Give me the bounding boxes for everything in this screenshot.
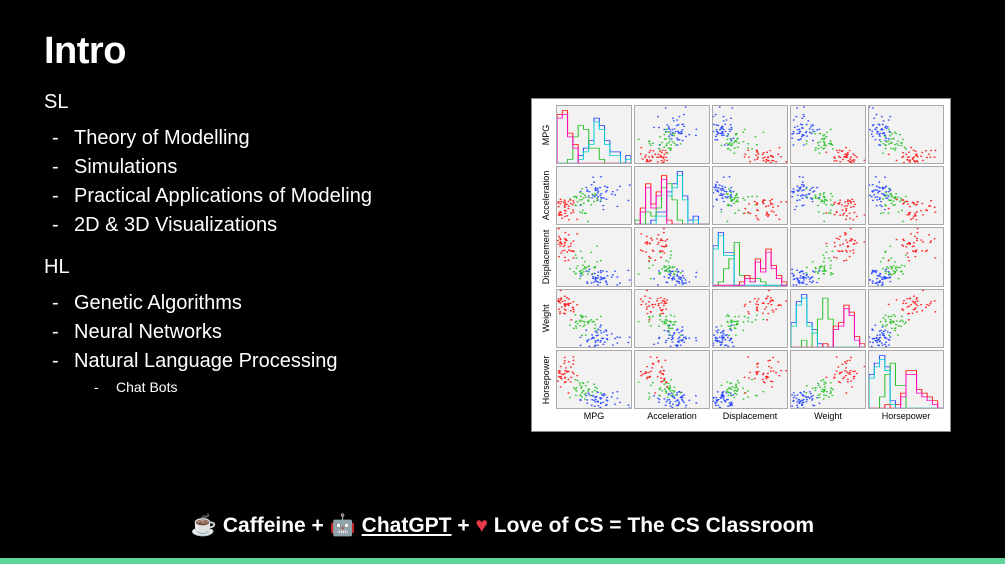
matrix-scatter-cell: 20004000 (790, 350, 866, 409)
robot-icon: 🤖 (330, 514, 356, 537)
matrix-col-label: MPG (556, 411, 632, 425)
matrix-diag-cell (634, 166, 710, 225)
slide-title: Intro (44, 30, 961, 73)
matrix-row-label: Horsepower (538, 350, 554, 409)
matrix-scatter-cell (868, 227, 944, 286)
matrix-diag-cell: 4020 (556, 105, 632, 164)
matrix-col-label: Displacement (712, 411, 788, 425)
footer-text: Caffeine + (223, 514, 330, 537)
list-item: Genetic Algorithms (74, 289, 524, 318)
list-item: Theory of Modelling (74, 124, 524, 153)
list-item: Practical Applications of Modeling (74, 182, 524, 211)
matrix-scatter-cell (634, 289, 710, 348)
matrix-scatter-cell (712, 105, 788, 164)
matrix-row-label: Weight (538, 289, 554, 348)
matrix-scatter-cell (868, 105, 944, 164)
coffee-icon: ☕ (191, 514, 217, 537)
matrix-scatter-cell: 400200 (556, 227, 632, 286)
matrix-scatter-cell: 1020 (634, 350, 710, 409)
heart-icon: ♥ (475, 514, 487, 537)
matrix-row-label: MPG (538, 105, 554, 164)
section-heading-sl: SL (44, 91, 524, 114)
matrix-scatter-cell: 40002000 (556, 289, 632, 348)
sub-list-item: Chat Bots (116, 376, 524, 398)
matrix-diag-cell (790, 289, 866, 348)
matrix-scatter-cell: 200400 (712, 350, 788, 409)
left-content: SL Theory of Modelling Simulations Pract… (44, 91, 524, 398)
sl-list: Theory of Modelling Simulations Practica… (44, 124, 524, 240)
list-item: Simulations (74, 153, 524, 182)
sub-list: Chat Bots (74, 376, 524, 398)
hl-list: Genetic Algorithms Neural Networks Natur… (44, 289, 524, 398)
matrix-scatter-cell (634, 105, 710, 164)
matrix-scatter-cell (790, 227, 866, 286)
matrix-col-label: Acceleration (634, 411, 710, 425)
footer-line: ☕ Caffeine + 🤖 ChatGPT + ♥ Love of CS = … (0, 514, 1005, 538)
footer-text: + (457, 514, 475, 537)
matrix-scatter-cell: 150100502040 (556, 350, 632, 409)
matrix-diag-cell: 50100150 (868, 350, 944, 409)
scatterplot-matrix-figure: MPG4020Acceleration2010Displacement40020… (531, 98, 951, 432)
matrix-scatter-cell (634, 227, 710, 286)
matrix-scatter-cell: 2010 (556, 166, 632, 225)
matrix-scatter-cell (790, 105, 866, 164)
section-heading-hl: HL (44, 256, 524, 279)
matrix-row-label: Displacement (538, 227, 554, 286)
matrix-scatter-cell (712, 289, 788, 348)
matrix-col-label: Weight (790, 411, 866, 425)
matrix-scatter-cell (712, 166, 788, 225)
slide: Intro SL Theory of Modelling Simulations… (0, 0, 1005, 564)
matrix-scatter-cell (868, 166, 944, 225)
matrix-diag-cell (712, 227, 788, 286)
matrix-col-label: Horsepower (868, 411, 944, 425)
accent-bar (0, 558, 1005, 564)
list-item: Natural Language Processing Chat Bots (74, 347, 524, 398)
list-item-label: Natural Language Processing (74, 350, 338, 372)
footer-chatgpt: ChatGPT (362, 514, 452, 537)
list-item: Neural Networks (74, 318, 524, 347)
matrix-row-label: Acceleration (538, 166, 554, 225)
matrix-scatter-cell (868, 289, 944, 348)
matrix-scatter-cell (790, 166, 866, 225)
list-item: 2D & 3D Visualizations (74, 211, 524, 240)
footer-text: Love of CS = The CS Classroom (494, 514, 814, 537)
